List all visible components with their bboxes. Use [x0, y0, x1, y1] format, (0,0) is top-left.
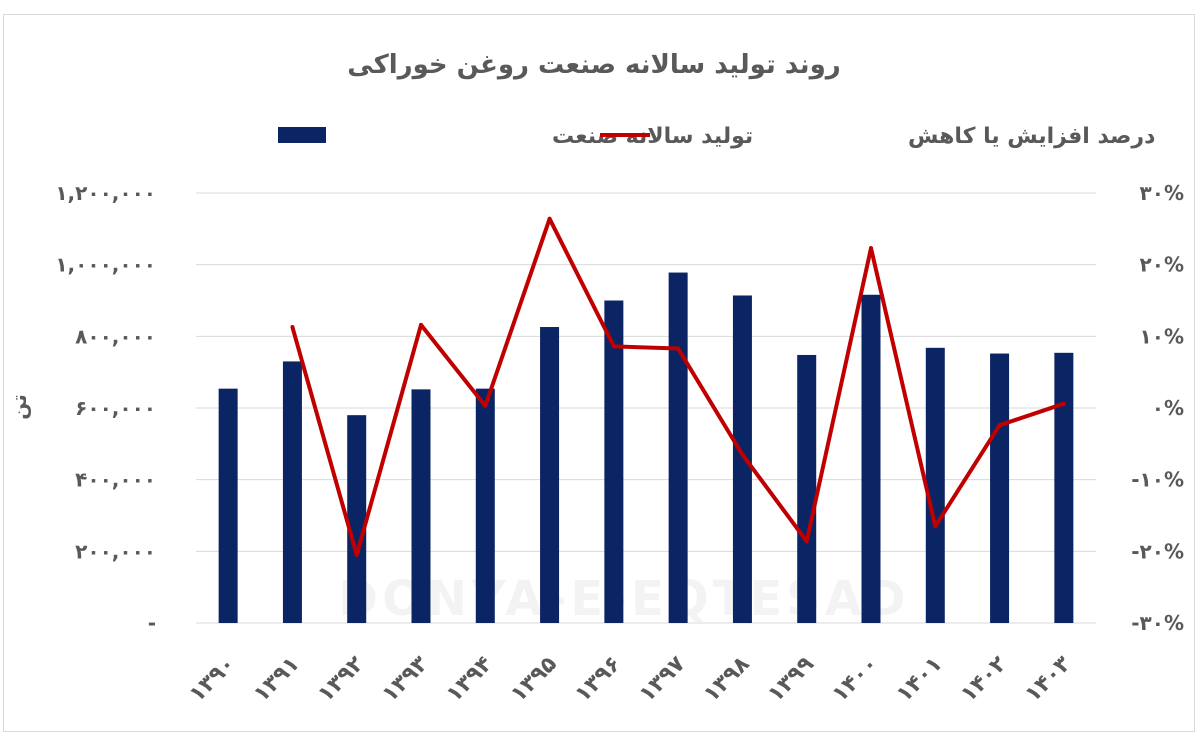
line-series [290, 216, 1066, 557]
left-tick-label: ۱,۰۰۰,۰۰۰ [55, 253, 156, 277]
x-tick-label: ۱۳۹۶ [570, 652, 626, 708]
line-point [804, 539, 809, 544]
bar [475, 388, 495, 623]
bar [1054, 352, 1074, 623]
left-tick-label: ۴۰۰,۰۰۰ [75, 468, 156, 492]
x-tick-label: ۱۴۰۰ [828, 652, 884, 708]
bar [925, 347, 945, 623]
right-tick-label: ۱۰% [1140, 324, 1184, 348]
bar [282, 361, 302, 623]
x-axis-ticks: ۱۳۹۰ ۱۳۹۱ ۱۳۹۲ ۱۳۹۳ ۱۳۹۴ ۱۳۹۵ ۱۳۹۶ ۱۳۹۷ ۱۳۹۸ ۱۳۹۹… [185, 651, 1077, 707]
line-point [611, 344, 616, 349]
x-tick-label: ۱۳۹۳ [378, 651, 434, 707]
line-point [740, 452, 745, 457]
chart-frame: DONYA-E-EQTESAD روند تولید سالانه صنعت ر… [3, 14, 1195, 732]
line-point [933, 524, 938, 529]
chart-svg: DONYA-E-EQTESAD روند تولید سالانه صنعت ر… [7, 50, 1184, 707]
x-tick-label: ۱۴۰۱ [892, 652, 948, 708]
left-axis-ticks: ۱,۲۰۰,۰۰۰ ۱,۰۰۰,۰۰۰ ۸۰۰,۰۰۰ ۶۰۰,۰۰۰ ۴۰۰,۰۰۰ ۲… [55, 181, 156, 635]
bar [732, 295, 752, 623]
line-point [419, 322, 423, 327]
legend: تولید سالانه صنعت درصد افزایش یا کاهش [278, 124, 1155, 149]
line-point [354, 552, 359, 557]
bar [604, 300, 624, 623]
line-point [483, 403, 488, 408]
legend-label-bar: تولید سالانه صنعت [552, 124, 753, 149]
line-point [290, 325, 295, 330]
legend-label-line: درصد افزایش یا کاهش [908, 124, 1155, 149]
line-point [869, 246, 873, 251]
line-point [547, 216, 552, 221]
line-point [997, 423, 1002, 428]
right-tick-label: -۳۰% [1131, 611, 1184, 635]
chart-title: روند تولید سالانه صنعت روغن خوراکی [347, 50, 840, 80]
x-tick-label: ۱۳۹۲ [313, 651, 369, 707]
line-point [1061, 401, 1066, 406]
left-tick-label: ۲۰۰,۰۰۰ [75, 539, 156, 563]
bar [347, 415, 367, 623]
bar [540, 327, 560, 623]
left-tick-label: ۸۰۰,۰۰۰ [75, 324, 156, 348]
right-axis-ticks: ۳۰% ۲۰% ۱۰% ۰% -۱۰% -۲۰% -۳۰% [1131, 181, 1184, 635]
legend-swatch-bar [278, 127, 326, 143]
bar [668, 272, 688, 623]
bar [861, 294, 881, 623]
x-tick-label: ۱۳۹۸ [699, 651, 755, 707]
x-tick-label: ۱۳۹۷ [635, 651, 691, 707]
gridlines [196, 192, 1096, 624]
x-tick-label: ۱۳۹۹ [763, 652, 819, 708]
bar [218, 388, 238, 623]
x-tick-label: ۱۳۹۰ [185, 652, 241, 708]
x-tick-label: ۱۴۰۳ [1020, 651, 1076, 707]
bar [411, 389, 431, 623]
bar [990, 353, 1010, 623]
left-tick-label: ۱,۲۰۰,۰۰۰ [55, 181, 156, 205]
x-tick-label: ۱۳۹۵ [506, 652, 562, 708]
bar-series [218, 272, 1074, 623]
bar [797, 354, 817, 623]
left-tick-label: ۶۰۰,۰۰۰ [75, 396, 156, 420]
x-tick-label: ۱۴۰۲ [956, 651, 1012, 707]
right-tick-label: -۲۰% [1131, 539, 1184, 563]
left-tick-label: - [148, 611, 156, 635]
y-axis-label: تن [7, 394, 31, 420]
right-tick-label: ۳۰% [1140, 181, 1184, 205]
x-tick-label: ۱۳۹۴ [442, 652, 498, 708]
line-point [676, 346, 681, 351]
x-tick-label: ۱۳۹۱ [249, 652, 305, 708]
right-tick-label: -۱۰% [1131, 468, 1184, 492]
right-tick-label: ۰% [1152, 396, 1184, 420]
right-tick-label: ۲۰% [1140, 253, 1184, 277]
